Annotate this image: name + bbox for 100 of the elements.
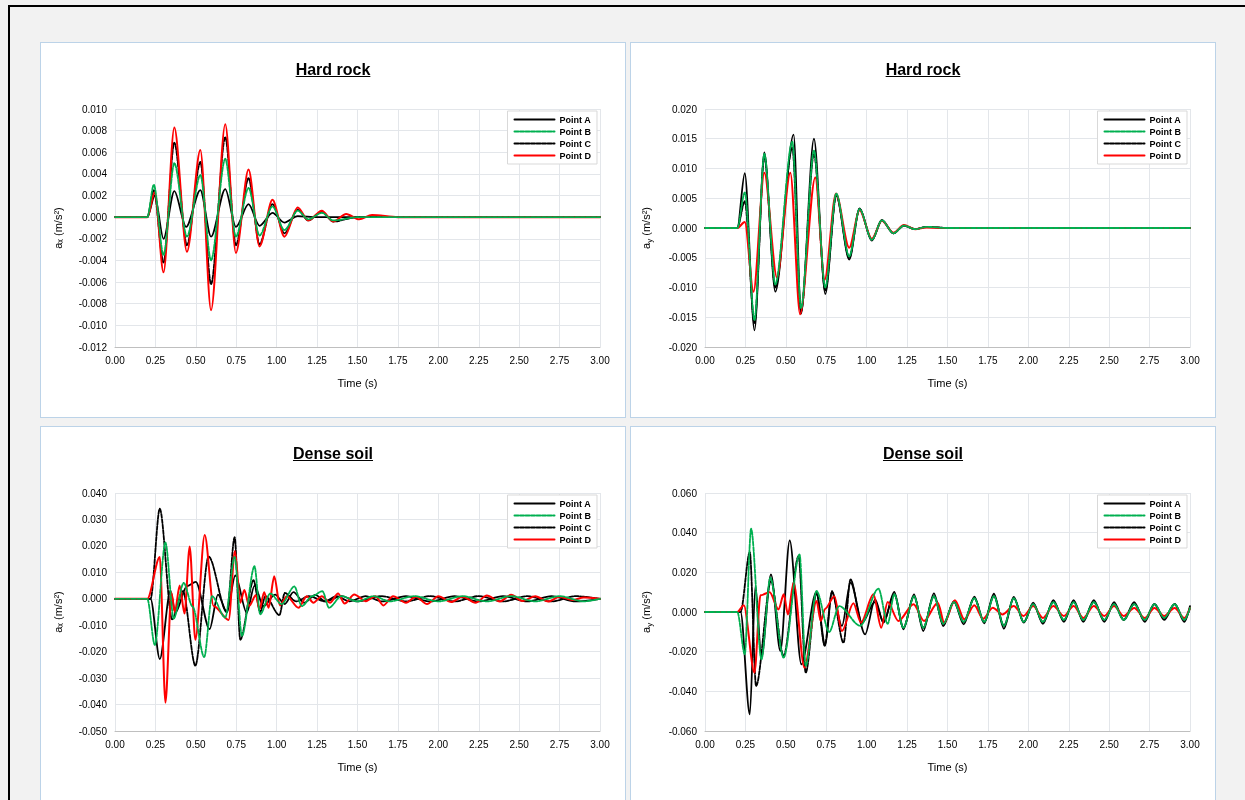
x-tick-label: 2.50 (509, 354, 530, 366)
x-tick-label: 0.25 (145, 738, 166, 750)
y-tick-label: 0.010 (81, 566, 108, 578)
x-tick-label: 1.00 (266, 354, 287, 366)
y-tick-label: 0.060 (671, 487, 698, 499)
y-tick-label: -0.008 (78, 298, 108, 310)
line-series (114, 541, 601, 659)
y-tick-label: -0.050 (78, 725, 108, 737)
y-tick-label: 0.005 (671, 192, 698, 204)
x-tick-label: 1.25 (897, 354, 918, 366)
y-tick-label: 0.000 (81, 593, 108, 605)
y-tick-label: -0.010 (78, 619, 108, 631)
x-tick-label: 0.50 (776, 354, 796, 366)
legend-label: Point D (559, 150, 592, 161)
legend-label: Point B (559, 510, 592, 521)
x-tick-label: 2.50 (1099, 738, 1120, 750)
x-tick-label: 1.00 (266, 738, 287, 750)
y-tick-label: -0.002 (78, 233, 108, 245)
y-axis-title: aₓ (m/s²) (51, 207, 64, 249)
x-axis-title: Time (s) (927, 760, 968, 773)
y-tick-label: 0.040 (671, 527, 698, 539)
x-axis-title: Time (s) (337, 760, 378, 773)
x-tick-label: 0.00 (695, 738, 716, 750)
legend-label: Point D (559, 534, 592, 545)
legend-label: Point B (1149, 510, 1182, 521)
x-tick-label: 1.25 (307, 738, 328, 750)
y-tick-label: 0.010 (671, 163, 698, 174)
x-tick-label: 2.25 (469, 354, 489, 366)
y-axis-title: aₓ (m/s²) (51, 591, 64, 633)
y-tick-label: 0.020 (671, 566, 698, 578)
x-tick-label: 0.75 (816, 354, 837, 366)
y-tick-label: -0.040 (668, 685, 698, 697)
y-tick-label: 0.002 (81, 190, 108, 202)
y-tick-label: 0.030 (81, 513, 108, 525)
y-tick-label: -0.020 (668, 646, 698, 658)
y-tick-label: 0.004 (81, 168, 108, 180)
legend-label: Point D (1149, 150, 1182, 161)
x-tick-label: 2.75 (1139, 738, 1160, 750)
x-tick-label: 2.00 (1018, 354, 1039, 366)
y-tick-label: -0.004 (78, 254, 108, 266)
x-tick-label: 1.75 (388, 354, 409, 366)
y-axis-title: ay (m/s²) (640, 591, 654, 633)
x-tick-label: 1.50 (937, 354, 958, 366)
x-tick-label: 1.75 (388, 738, 409, 750)
y-tick-label: 0.010 (81, 103, 108, 115)
x-tick-label: 0.50 (186, 738, 206, 750)
x-tick-label: 2.50 (509, 738, 530, 750)
x-tick-label: 2.75 (549, 738, 570, 750)
y-tick-label: -0.010 (78, 319, 108, 331)
legend-label: Point A (559, 498, 592, 509)
y-axis-title: ay (m/s²) (640, 207, 654, 249)
chart-title: Dense soil (882, 445, 964, 463)
x-axis-title: Time (s) (337, 376, 378, 389)
x-tick-label: 2.00 (1018, 738, 1039, 750)
x-tick-label: 2.75 (549, 354, 570, 366)
x-tick-label: 1.00 (856, 738, 877, 750)
x-tick-label: 2.50 (1099, 354, 1120, 366)
y-tick-label: 0.006 (81, 146, 108, 158)
x-tick-label: 1.25 (307, 354, 328, 366)
x-tick-label: 1.50 (937, 738, 958, 750)
y-tick-label: 0.000 (671, 606, 698, 618)
y-tick-label: -0.010 (668, 282, 698, 293)
x-tick-label: 1.25 (897, 738, 918, 750)
x-tick-label: 2.25 (1059, 354, 1079, 366)
legend-label: Point C (1149, 138, 1182, 149)
x-tick-label: 1.75 (978, 738, 999, 750)
legend-label: Point C (559, 138, 592, 149)
x-tick-label: 0.75 (226, 354, 247, 366)
chart-title: Hard rock (294, 61, 372, 79)
legend-label: Point B (559, 126, 592, 137)
legend-label: Point A (559, 114, 592, 125)
x-tick-label: 2.25 (469, 738, 489, 750)
x-tick-label: 0.25 (145, 354, 166, 366)
legend-label: Point C (1149, 522, 1182, 533)
y-tick-label: 0.008 (81, 125, 108, 137)
x-tick-label: 2.00 (428, 354, 449, 366)
x-tick-label: 0.25 (735, 354, 756, 366)
y-tick-label: 0.040 (81, 487, 108, 499)
x-tick-label: 0.25 (735, 738, 756, 750)
y-tick-label: -0.020 (78, 646, 108, 658)
y-tick-label: 0.015 (671, 133, 698, 145)
x-tick-label: 3.00 (590, 738, 611, 750)
x-tick-label: 2.75 (1139, 354, 1160, 366)
x-tick-label: 1.00 (856, 354, 877, 366)
y-tick-label: 0.020 (671, 103, 698, 115)
y-tick-label: 0.000 (671, 222, 698, 234)
chart-title: Hard rock (884, 61, 962, 79)
x-tick-label: 3.00 (590, 354, 611, 366)
y-tick-label: -0.005 (668, 252, 698, 264)
x-tick-label: 2.25 (1059, 738, 1079, 750)
x-tick-label: 0.50 (186, 354, 206, 366)
x-tick-label: 0.75 (816, 738, 837, 750)
legend-label: Point A (1149, 498, 1182, 509)
legend-label: Point A (1149, 114, 1182, 125)
x-tick-label: 1.50 (347, 354, 368, 366)
legend-label: Point D (1149, 534, 1182, 545)
legend-label: Point B (1149, 126, 1182, 137)
y-tick-label: 0.000 (81, 211, 108, 223)
y-tick-label: -0.015 (668, 311, 698, 323)
x-tick-label: 0.00 (105, 354, 126, 366)
